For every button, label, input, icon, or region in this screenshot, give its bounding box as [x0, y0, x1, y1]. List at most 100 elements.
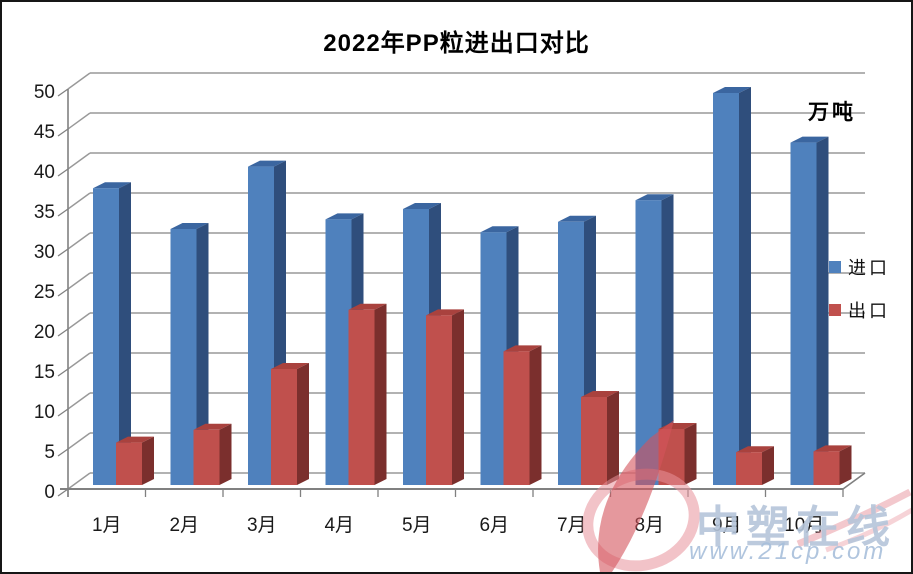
bar-export-10月-side-face	[839, 445, 852, 485]
bar-import-6月	[480, 232, 507, 485]
x-axis-label-2月: 2月	[169, 515, 199, 536]
bar-export-6月-top-face	[503, 345, 542, 352]
y-axis-label-15: 15	[34, 362, 55, 383]
grid-depth-connector-45	[67, 112, 91, 130]
bar-export-5月-top-face	[426, 309, 464, 316]
y-axis-label-35: 35	[34, 202, 55, 223]
y-axis-label-50: 50	[34, 82, 55, 103]
export-series-label: 出口	[848, 301, 890, 321]
y-axis-label-20: 20	[34, 322, 55, 343]
y-tick-45	[57, 128, 69, 137]
bar-import-9月	[713, 93, 739, 485]
bar-export-2月-side-face	[219, 423, 232, 485]
grid-depth-connector-15	[67, 352, 91, 370]
bar-import-8月-side-face	[661, 194, 674, 485]
bar-import-5月-top-face	[403, 203, 441, 209]
grid-depth-connector-50	[67, 72, 91, 90]
x-axis-label-7月: 7月	[557, 515, 587, 536]
export-series-swatch	[829, 304, 841, 316]
x-axis-label-3月: 3月	[247, 515, 277, 536]
y-tick-20	[57, 328, 69, 337]
grid-depth-connector-5	[67, 432, 91, 450]
watermark-logo-stroke-2	[825, 507, 911, 553]
legend-item-import: 进口	[829, 254, 890, 280]
y-axis-label-45: 45	[34, 122, 55, 143]
unit-label: 万吨	[808, 101, 856, 124]
bar-export-3月-side-face	[297, 363, 309, 485]
bar-export-10月	[813, 451, 840, 485]
y-tick-10	[57, 408, 69, 417]
bar-export-9月	[736, 452, 762, 485]
y-tick-40	[57, 168, 69, 177]
watermark-brand: 中塑在线	[696, 503, 896, 552]
bar-import-1月	[93, 188, 119, 485]
import-series-label: 进口	[848, 258, 890, 278]
watermark-url: www.21cp.com	[689, 538, 887, 565]
bar-import-7月	[558, 221, 584, 486]
bar-import-10月-top-face	[790, 136, 829, 143]
bar-import-10月-side-face	[816, 136, 829, 485]
x-axis-label-4月: 4月	[324, 515, 354, 536]
y-axis-label-40: 40	[34, 162, 55, 183]
x-axis-label-8月: 8月	[634, 515, 664, 536]
y-tick-50	[57, 88, 69, 97]
grid-depth-connector-25	[67, 272, 91, 290]
grid-depth-connector-0	[67, 472, 91, 490]
x-axis-label-10月: 10月	[784, 515, 824, 536]
bar-import-3月	[248, 166, 274, 485]
x-axis-label-9月: 9月	[712, 515, 742, 536]
bar-import-5月	[403, 209, 429, 485]
y-tick-30	[57, 248, 69, 257]
bar-export-1月	[116, 442, 142, 485]
y-axis-label-5: 5	[44, 442, 55, 463]
bar-export-1月-top-face	[116, 436, 154, 443]
bar-import-1月-top-face	[93, 182, 131, 189]
bar-import-4月-top-face	[325, 213, 364, 220]
bar-export-8月-side-face	[684, 423, 697, 485]
x-axis-label-5月: 5月	[402, 515, 432, 536]
y-tick-15	[57, 368, 69, 377]
grid-depth-connector-30	[67, 232, 91, 250]
grid-depth-connector-20	[67, 312, 91, 330]
bar-export-9月-side-face	[762, 446, 774, 485]
floor-right-edge	[842, 472, 866, 490]
y-axis-label-10: 10	[34, 402, 55, 423]
bar-import-2月-side-face	[196, 223, 209, 485]
bar-import-2月	[170, 229, 197, 485]
import-series-swatch	[829, 261, 841, 273]
bar-export-4月-side-face	[374, 303, 387, 485]
bar-export-3月-top-face	[271, 363, 309, 369]
bar-import-9月-top-face	[713, 87, 751, 93]
x-axis-label-1月: 1月	[92, 515, 122, 536]
bar-import-2月-top-face	[170, 223, 209, 229]
bar-export-3月	[271, 369, 297, 485]
bar-import-8月-top-face	[635, 194, 674, 201]
y-axis-label-30: 30	[34, 242, 55, 263]
y-axis-label-0: 0	[44, 482, 55, 503]
bar-import-3月-top-face	[248, 160, 286, 167]
bar-import-10月	[790, 142, 817, 485]
bar-export-2月	[193, 429, 220, 485]
y-tick-5	[57, 448, 69, 457]
bar-import-1月-side-face	[119, 182, 131, 485]
y-axis-label-25: 25	[34, 282, 55, 303]
bar-import-6月-top-face	[480, 226, 519, 233]
y-tick-35	[57, 208, 69, 217]
bar-export-7月-side-face	[607, 391, 619, 485]
legend: 进口 出口	[829, 254, 890, 340]
y-tick-25	[57, 288, 69, 297]
bar-export-4月-top-face	[348, 303, 387, 310]
x-axis-label-6月: 6月	[479, 515, 509, 536]
bar-import-9月-side-face	[739, 87, 751, 485]
grid-depth-connector-10	[67, 392, 91, 410]
bar-export-6月-side-face	[529, 345, 542, 485]
bar-import-4月	[325, 219, 352, 485]
bar-import-7月-top-face	[558, 215, 596, 222]
bar-export-2月-top-face	[193, 423, 232, 430]
watermark-logo-swoosh	[598, 420, 674, 572]
chart-title: 2022年PP粒进出口对比	[323, 30, 590, 57]
bar-export-5月	[426, 315, 452, 485]
grid-depth-connector-35	[67, 192, 91, 210]
